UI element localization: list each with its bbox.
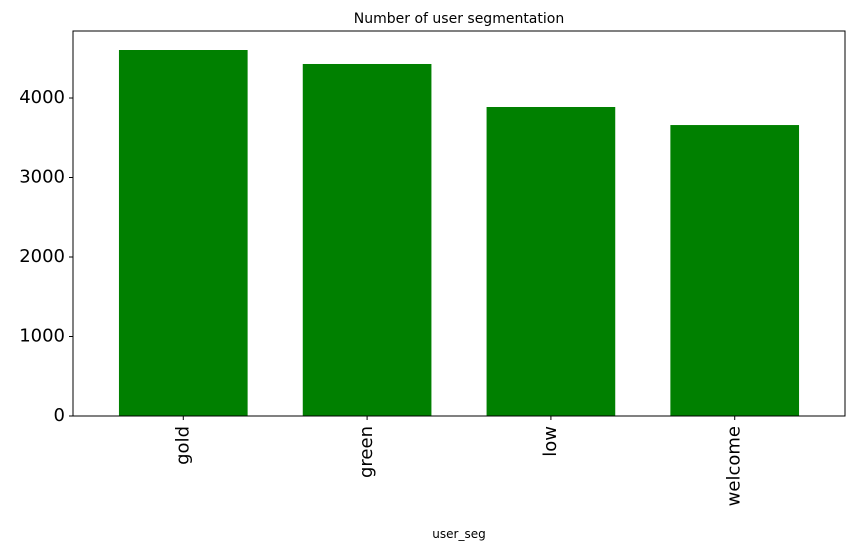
bar: [118, 49, 248, 417]
x-tick-label: welcome: [724, 426, 745, 506]
y-tick-label: 0: [54, 405, 65, 426]
bar: [486, 106, 616, 416]
y-tick-label: 2000: [19, 246, 65, 267]
plot-frame: [72, 30, 846, 417]
bar: [670, 125, 800, 417]
x-axis-label: user_seg: [432, 527, 485, 541]
y-tick-label: 1000: [19, 326, 65, 347]
y-tick-label: 3000: [19, 167, 65, 188]
x-tick-label: low: [540, 426, 561, 457]
bar: [302, 63, 432, 417]
x-tick-label: gold: [172, 426, 193, 465]
y-tick-label: 4000: [19, 87, 65, 108]
x-tick-label: green: [356, 426, 377, 478]
chart-title: Number of user segmentation: [354, 11, 564, 27]
